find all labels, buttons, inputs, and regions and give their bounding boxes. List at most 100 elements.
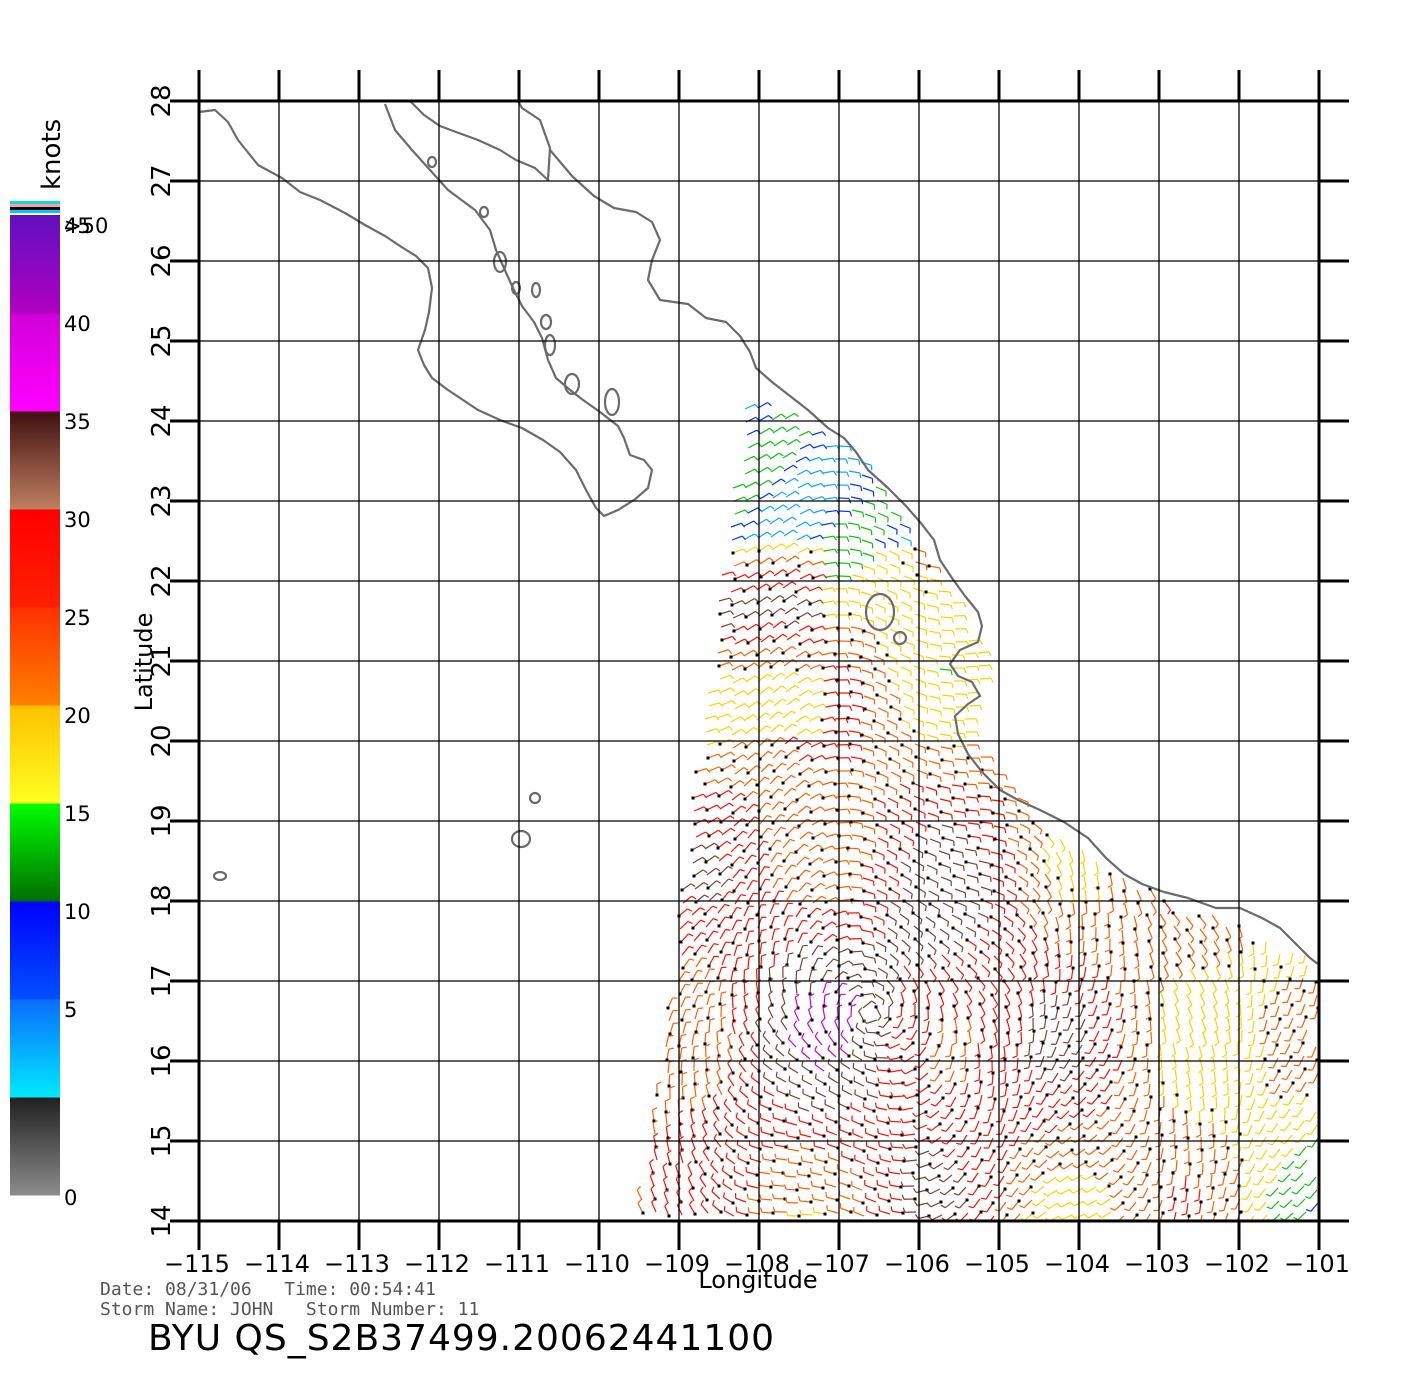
wind-barb bbox=[823, 742, 835, 747]
wind-barb bbox=[743, 1022, 749, 1034]
rain-flag bbox=[655, 1093, 659, 1097]
wind-barb-flag bbox=[1082, 1188, 1087, 1193]
wind-barb-flag bbox=[1290, 1178, 1296, 1182]
wind-barb bbox=[1270, 1200, 1280, 1210]
wind-barb bbox=[701, 1098, 706, 1110]
wind-barb bbox=[1299, 977, 1304, 989]
rain-flag bbox=[746, 771, 750, 775]
wind-barb-flag bbox=[846, 1016, 851, 1021]
rain-flag bbox=[1045, 833, 1049, 837]
wind-barb bbox=[899, 913, 910, 921]
wind-barb bbox=[783, 723, 793, 732]
wind-barb-flag bbox=[993, 1183, 999, 1186]
wind-barb-flag bbox=[821, 754, 827, 760]
wind-barb bbox=[1020, 966, 1027, 978]
wind-barb-flag bbox=[723, 1112, 728, 1118]
wind-barb bbox=[690, 1112, 694, 1124]
wind-barb-flag bbox=[725, 916, 731, 919]
wind-barb-flag bbox=[1306, 1132, 1312, 1135]
wind-barb bbox=[1172, 1042, 1177, 1054]
wind-barb bbox=[964, 1056, 967, 1069]
rain-flag bbox=[1158, 1107, 1162, 1111]
wind-barb-flag bbox=[1050, 843, 1055, 849]
wind-barb bbox=[1136, 889, 1142, 901]
wind-barb-flag bbox=[1045, 1155, 1051, 1159]
wind-barb-flag bbox=[962, 852, 964, 858]
wind-barb bbox=[1245, 1176, 1252, 1187]
wind-barb bbox=[1184, 1176, 1187, 1189]
wind-barb-flag bbox=[1039, 1001, 1045, 1005]
wind-barb-flag bbox=[1115, 1005, 1121, 1008]
wind-barb-flag bbox=[1195, 1134, 1201, 1138]
rain-flag bbox=[885, 783, 889, 787]
wind-barb bbox=[747, 507, 758, 514]
rain-flag bbox=[1201, 966, 1205, 970]
rain-flag bbox=[1238, 1132, 1242, 1136]
wind-barb bbox=[759, 686, 769, 695]
wind-barb-flag bbox=[822, 1005, 828, 1009]
wind-barb bbox=[1084, 888, 1087, 900]
wind-barb bbox=[679, 1048, 683, 1060]
wind-barb-flag bbox=[790, 774, 796, 779]
rain-flag bbox=[756, 861, 760, 865]
rain-flag bbox=[875, 823, 879, 827]
wind-barb bbox=[862, 812, 874, 817]
wind-barb bbox=[913, 925, 923, 934]
rain-flag bbox=[898, 847, 902, 851]
wind-barb bbox=[788, 1066, 799, 1074]
rain-flag bbox=[745, 563, 749, 567]
wind-barb bbox=[1070, 967, 1074, 979]
wind-barb-flag bbox=[1181, 1213, 1187, 1216]
wind-barb bbox=[906, 1094, 918, 1100]
wind-barb bbox=[731, 535, 743, 541]
wind-barb-flag bbox=[1206, 1211, 1213, 1214]
wind-barb-flag bbox=[1142, 1081, 1149, 1084]
wind-barb-flag bbox=[896, 960, 899, 966]
wind-barb-flag bbox=[1280, 1154, 1287, 1157]
wind-barb bbox=[875, 1044, 888, 1047]
wind-barb bbox=[798, 430, 810, 437]
wind-barb-flag bbox=[848, 960, 853, 965]
wind-barb bbox=[978, 1068, 981, 1081]
wind-barb bbox=[942, 707, 954, 710]
wind-barb bbox=[977, 912, 989, 919]
wind-barb-flag bbox=[1167, 1209, 1173, 1212]
wind-barb-flag bbox=[679, 1135, 684, 1140]
wind-barb-flag bbox=[877, 1077, 880, 1083]
wind-barb-flag bbox=[1110, 1207, 1116, 1211]
wind-barb bbox=[1135, 941, 1139, 953]
wind-barb bbox=[1006, 1019, 1011, 1031]
rain-flag bbox=[758, 1147, 762, 1151]
wind-barb bbox=[1103, 1068, 1111, 1079]
rain-flag bbox=[1148, 1147, 1152, 1151]
wind-barb-flag bbox=[906, 1037, 912, 1041]
rain-flag bbox=[680, 888, 684, 892]
rain-flag bbox=[941, 1096, 945, 1100]
wind-barb bbox=[851, 639, 863, 643]
rain-flag bbox=[1017, 1069, 1021, 1073]
colorbar-band bbox=[10, 607, 60, 706]
rain-flag bbox=[1002, 849, 1006, 853]
wind-barb bbox=[1082, 953, 1086, 965]
wind-barb-flag bbox=[1129, 991, 1135, 995]
wind-barb-flag bbox=[739, 780, 745, 784]
wind-barb-flag bbox=[820, 1018, 826, 1023]
wind-barb-flag bbox=[1093, 872, 1099, 876]
wind-barb bbox=[1160, 991, 1165, 1003]
wind-barb-flag bbox=[976, 864, 979, 870]
wind-barb-flag bbox=[1104, 936, 1110, 940]
wind-barb-flag bbox=[1254, 1132, 1260, 1135]
wind-barb bbox=[1198, 980, 1205, 991]
wind-barb bbox=[942, 772, 954, 776]
wind-barb-flag bbox=[746, 1180, 748, 1186]
wind-barb bbox=[747, 442, 759, 449]
wind-barb bbox=[821, 716, 833, 721]
wind-barb bbox=[750, 1035, 758, 1046]
rain-flag bbox=[1186, 1136, 1190, 1140]
wind-barb bbox=[1075, 1148, 1086, 1156]
wind-barb bbox=[875, 681, 887, 687]
wind-barb bbox=[978, 860, 990, 865]
wind-barb bbox=[773, 504, 784, 512]
wind-barb bbox=[875, 876, 887, 883]
wind-barb-flag bbox=[847, 485, 851, 491]
